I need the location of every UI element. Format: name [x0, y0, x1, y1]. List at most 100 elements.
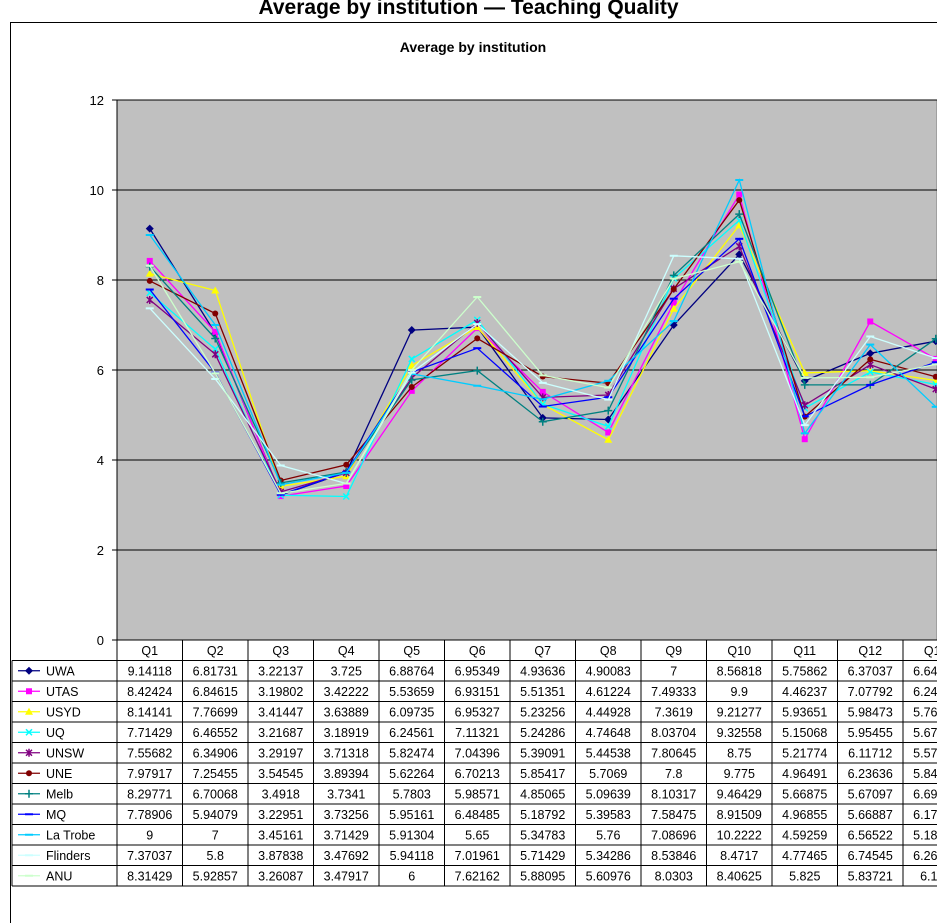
table-cell: 5.95455 — [848, 726, 893, 740]
table-cell: 5.62264 — [389, 767, 434, 781]
y-tick-label: 2 — [97, 543, 104, 558]
table-cell: 5.67742 — [913, 726, 937, 740]
y-tick-label: 4 — [97, 453, 104, 468]
table-cell: 7.58475 — [651, 808, 696, 822]
table-cell: 9.775 — [724, 767, 755, 781]
table-cell: 6.24561 — [389, 726, 434, 740]
data-point-utas — [736, 191, 743, 198]
table-cell: 3.45161 — [258, 829, 303, 843]
legend-key-marker — [25, 728, 33, 736]
x-category-label: Q6 — [469, 644, 486, 658]
table-cell: 6.37037 — [848, 665, 893, 679]
table-cell: 7.78906 — [127, 808, 172, 822]
table-cell: 6.84615 — [193, 685, 238, 699]
table-cell: 3.4918 — [262, 788, 300, 802]
legend-label: Melb — [46, 788, 73, 802]
table-cell: 9.9 — [731, 685, 748, 699]
table-cell: 4.59259 — [782, 829, 827, 843]
table-cell: 5.85417 — [520, 767, 565, 781]
data-point-uq — [604, 422, 612, 430]
table-cell: 3.21687 — [258, 726, 303, 740]
x-category-label: Q7 — [534, 644, 551, 658]
legend-label: USYD — [46, 706, 81, 720]
x-category-label: Q10 — [727, 644, 751, 658]
table-cell: 6.64078 — [913, 665, 937, 679]
table-cell: 3.42222 — [324, 685, 369, 699]
table-cell: 5.44538 — [586, 747, 631, 761]
table-cell: 6.17266 — [913, 808, 937, 822]
table-cell: 8.4717 — [720, 849, 758, 863]
table-cell: 7.04396 — [455, 747, 500, 761]
table-cell: 5.51351 — [520, 685, 565, 699]
table-cell: 6.93151 — [455, 685, 500, 699]
data-point-unsw — [932, 385, 937, 394]
data-point-melb — [538, 417, 547, 426]
table-cell: 5.21774 — [782, 747, 827, 761]
table-cell: 5.82474 — [389, 747, 434, 761]
table-cell: 5.18792 — [520, 808, 565, 822]
table-cell: 6.81731 — [193, 665, 238, 679]
y-tick-label: 0 — [97, 633, 104, 648]
table-cell: 8.56818 — [717, 665, 762, 679]
legend-label: UQ — [46, 726, 65, 740]
table-cell: 9.21277 — [717, 706, 762, 720]
data-point-utas — [343, 483, 350, 490]
legend-label: La Trobe — [46, 829, 95, 843]
legend-key-marker — [25, 748, 33, 757]
data-point-melb — [211, 334, 220, 343]
table-cell: 7.07792 — [848, 685, 893, 699]
table-cell: 7.62162 — [455, 870, 500, 884]
data-point-une — [408, 383, 415, 390]
data-point-usyd — [604, 435, 613, 443]
x-category-label: Q5 — [403, 644, 420, 658]
table-cell: 5.66875 — [782, 788, 827, 802]
legend-key-marker — [25, 707, 33, 715]
x-category-label: Q3 — [272, 644, 289, 658]
table-cell: 7.25455 — [193, 767, 238, 781]
table-cell: 3.47917 — [324, 870, 369, 884]
table-cell: 3.7341 — [327, 788, 365, 802]
table-cell: 5.76613 — [913, 706, 937, 720]
x-category-label: Q13 — [924, 644, 937, 658]
table-cell: 9.32558 — [717, 726, 762, 740]
table-cell: 6.23636 — [848, 767, 893, 781]
table-cell: 6.46552 — [193, 726, 238, 740]
data-point-melb — [473, 366, 482, 375]
table-cell: 6.24675 — [913, 685, 937, 699]
table-cell: 5.60976 — [586, 870, 631, 884]
table-cell: 3.71318 — [324, 747, 369, 761]
table-cell: 5.15068 — [782, 726, 827, 740]
table-cell: 5.7069 — [589, 767, 627, 781]
table-cell: 5.57522 — [913, 747, 937, 761]
table-cell: 5.65 — [465, 829, 489, 843]
table-cell: 3.87838 — [258, 849, 303, 863]
table-cell: 3.89394 — [324, 767, 369, 781]
legend-label: Flinders — [46, 849, 90, 863]
table-cell: 3.47692 — [324, 849, 369, 863]
x-category-label: Q8 — [600, 644, 617, 658]
table-cell: 4.77465 — [782, 849, 827, 863]
table-cell: 4.96855 — [782, 808, 827, 822]
table-cell: 8.29771 — [127, 788, 172, 802]
table-cell: 9 — [146, 829, 153, 843]
table-cell: 5.83721 — [848, 870, 893, 884]
table-cell: 5.91304 — [389, 829, 434, 843]
table-cell: 6.11712 — [848, 747, 892, 761]
table-cell: 5.98473 — [848, 706, 893, 720]
legend-label: UTAS — [46, 685, 78, 699]
legend-label: ANU — [46, 870, 72, 884]
table-cell: 7.55682 — [127, 747, 172, 761]
y-tick-label: 8 — [97, 273, 104, 288]
table-cell: 6.70213 — [455, 767, 500, 781]
table-cell: 4.90083 — [586, 665, 631, 679]
legend-key-marker — [25, 789, 33, 798]
data-point-uq — [211, 345, 219, 353]
table-cell: 7.49333 — [651, 685, 696, 699]
table-cell: 8.10317 — [651, 788, 696, 802]
data-point-melb — [407, 375, 416, 384]
data-point-usyd — [669, 304, 678, 312]
table-cell: 5.39583 — [586, 808, 631, 822]
y-tick-label: 12 — [90, 93, 104, 108]
table-cell: 3.22951 — [258, 808, 303, 822]
